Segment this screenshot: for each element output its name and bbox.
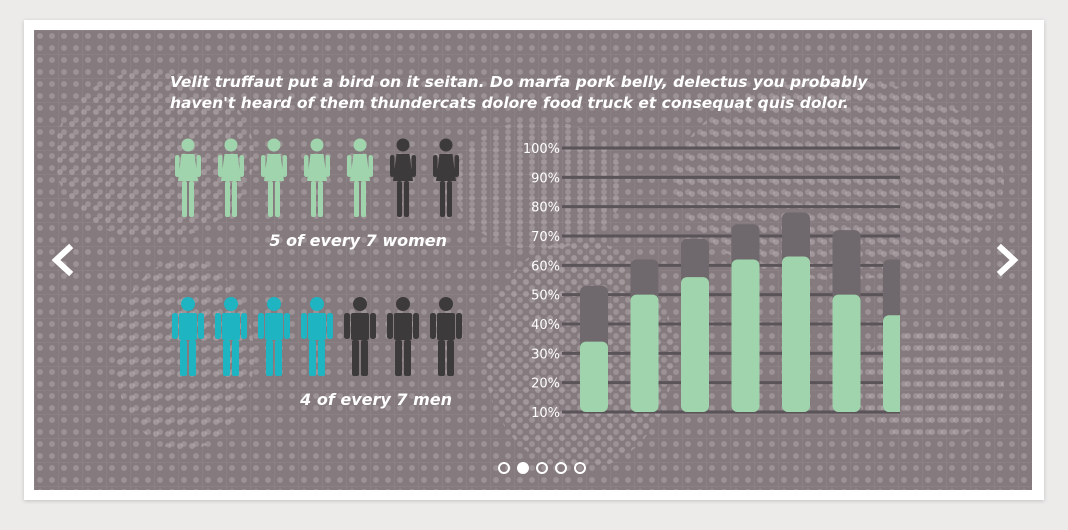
chevron-right-icon <box>996 243 1019 277</box>
slider-frame: Velit truffaut put a bird on it seitan. … <box>24 20 1044 500</box>
pagination-dot[interactable] <box>536 462 548 474</box>
man-icon-highlighted <box>258 297 290 376</box>
pagination-dot[interactable] <box>517 462 529 474</box>
y-tick-label: 70% <box>531 230 560 245</box>
woman-icon-muted <box>390 138 416 217</box>
man-icon-muted <box>430 297 462 376</box>
woman-icon-highlighted <box>347 138 373 217</box>
y-tick-label: 80% <box>531 201 560 216</box>
women-caption: 5 of every 7 women <box>269 231 447 250</box>
man-icon-highlighted <box>215 297 247 376</box>
map-continent-europe <box>454 120 624 250</box>
woman-icon-highlighted <box>218 138 244 217</box>
chevron-left-icon <box>51 243 74 277</box>
pagination-dot[interactable] <box>574 462 586 474</box>
man-icon-muted <box>387 297 419 376</box>
bar-value <box>681 277 709 412</box>
man-icon-highlighted <box>301 297 333 376</box>
y-tick-label: 30% <box>531 347 560 362</box>
bar-value <box>883 315 900 412</box>
bar-value <box>832 294 861 412</box>
slide: Velit truffaut put a bird on it seitan. … <box>34 30 1032 490</box>
man-icon-muted <box>344 297 376 376</box>
woman-icon-muted <box>433 138 459 217</box>
bar-value <box>630 294 659 412</box>
map-continent-americas <box>54 70 254 240</box>
prev-slide-button[interactable] <box>48 240 78 280</box>
y-tick-label: 100% <box>523 142 560 157</box>
woman-icon-highlighted <box>261 138 287 217</box>
y-tick-label: 90% <box>531 171 560 186</box>
y-tick-label: 50% <box>531 289 560 304</box>
bar-chart: 100% 90% 80% 70% 60% 50% 40% 30% 20% 10% <box>523 142 900 421</box>
woman-icon-highlighted <box>304 138 330 217</box>
y-tick-label: 40% <box>531 318 560 333</box>
woman-icon-highlighted <box>175 138 201 217</box>
bar-value <box>580 341 608 412</box>
women-pictogram <box>170 137 464 219</box>
slide-headline: Velit truffaut put a bird on it seitan. … <box>170 73 868 112</box>
men-pictogram <box>170 296 464 378</box>
bar-value <box>782 256 810 412</box>
pagination-dot[interactable] <box>498 462 510 474</box>
men-caption: 4 of every 7 men <box>300 390 452 409</box>
y-tick-label: 20% <box>531 377 560 392</box>
map-continent-australia <box>854 330 1004 440</box>
bar-value <box>731 259 760 412</box>
pagination-dot[interactable] <box>555 462 567 474</box>
man-icon-highlighted <box>172 297 204 376</box>
y-tick-label: 60% <box>531 259 560 274</box>
next-slide-button[interactable] <box>992 240 1022 280</box>
y-tick-label: 10% <box>531 406 560 421</box>
carousel-pagination <box>498 462 586 474</box>
